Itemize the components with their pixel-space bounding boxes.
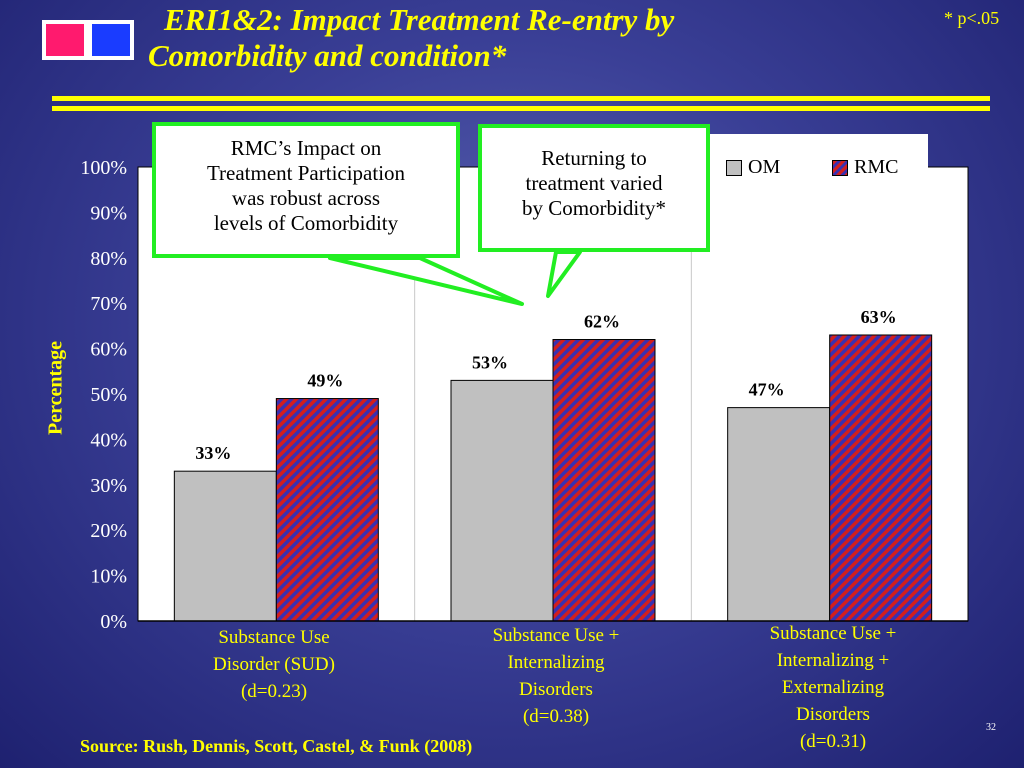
- data-label-rmc: 63%: [861, 307, 897, 327]
- bar-rmc: [829, 334, 933, 622]
- category-label-sud: Substance Use Disorder (SUD) (d=0.23): [174, 624, 374, 705]
- legend-swatch-rmc: [832, 159, 848, 176]
- bar-om: [727, 407, 831, 622]
- y-tick-label: 20%: [90, 520, 127, 542]
- data-label-rmc: 49%: [307, 371, 343, 391]
- bar-om: [450, 379, 554, 622]
- logo-blue-square: [92, 24, 130, 56]
- title-rule-top: [52, 96, 990, 101]
- callout-pointer-1: [328, 256, 524, 306]
- y-tick-label: 80%: [90, 248, 127, 270]
- legend-label-rmc: RMC: [854, 156, 899, 178]
- category-label-line: Substance Use +: [492, 625, 620, 646]
- callout-line: Treatment Participation: [206, 161, 406, 185]
- title-rule-bottom: [52, 106, 990, 111]
- y-tick-label: 30%: [90, 475, 127, 497]
- category-label-line: (d=0.31): [799, 731, 867, 752]
- y-tick-label: 10%: [90, 566, 127, 588]
- category-label-line: Substance Use: [218, 627, 330, 648]
- callout-pointer-2: [546, 250, 582, 298]
- legend-swatch-om: [726, 159, 742, 176]
- y-tick-label: 90%: [90, 202, 127, 224]
- y-tick-label: 40%: [90, 429, 127, 451]
- bar-om: [173, 470, 277, 622]
- category-label-internalizing: Substance Use + Internalizing Disorders …: [456, 622, 656, 730]
- category-label-line: Externalizing: [781, 677, 885, 698]
- callout-line: was robust across: [231, 186, 381, 210]
- slide-title: ERI1&2: Impact Treatment Re-entry by Com…: [148, 2, 908, 74]
- chart-legend: OM RMC: [704, 134, 928, 198]
- page-number: 32: [986, 722, 996, 733]
- y-tick-label: 100%: [80, 157, 127, 179]
- category-label-line: Substance Use +: [769, 623, 897, 644]
- y-tick-label: 70%: [90, 293, 127, 315]
- callout-line: RMC’s Impact on: [230, 136, 382, 160]
- category-label-line: (d=0.23): [240, 681, 308, 702]
- legend-item-om: OM: [726, 156, 780, 179]
- category-label-line: Disorder (SUD): [213, 654, 335, 675]
- callout-line: levels of Comorbidity: [213, 211, 399, 235]
- y-tick-label: 0%: [100, 611, 127, 633]
- y-tick-label: 50%: [90, 384, 127, 406]
- legend-label-om: OM: [748, 156, 781, 178]
- callout-line: treatment varied: [525, 171, 663, 195]
- category-label-line: Internalizing +: [776, 650, 890, 671]
- callout-line: by Comorbidity*: [521, 196, 667, 220]
- category-label-line: (d=0.38): [522, 706, 590, 727]
- callout-comorbidity: Returning to treatment varied by Comorbi…: [478, 124, 710, 252]
- category-label-line: Disorders: [519, 679, 593, 700]
- logo: [42, 20, 134, 60]
- category-label-line: Disorders: [796, 704, 870, 725]
- bar-rmc: [275, 398, 379, 622]
- data-label-om: 33%: [195, 443, 231, 463]
- data-label-om: 53%: [472, 352, 508, 372]
- y-tick-label: 60%: [90, 339, 127, 361]
- title-line-2: Comorbidity and condition*: [148, 38, 507, 73]
- title-line-1: ERI1&2: Impact Treatment Re-entry by: [164, 2, 675, 37]
- y-axis-label: Percentage: [44, 340, 67, 436]
- legend-item-rmc: RMC: [832, 156, 898, 179]
- data-label-rmc: 62%: [584, 312, 620, 332]
- category-label-externalizing: Substance Use + Internalizing + External…: [733, 620, 933, 755]
- callout-rmc-impact: RMC’s Impact on Treatment Participation …: [152, 122, 460, 258]
- category-label-line: Internalizing: [507, 652, 605, 673]
- data-label-om: 47%: [749, 380, 785, 400]
- logo-pink-square: [46, 24, 84, 56]
- bar-rmc: [552, 339, 656, 622]
- significance-note: * p<.05: [944, 8, 1000, 28]
- source-citation: Source: Rush, Dennis, Scott, Castel, & F…: [80, 736, 473, 756]
- callout-line: Returning to: [541, 146, 647, 170]
